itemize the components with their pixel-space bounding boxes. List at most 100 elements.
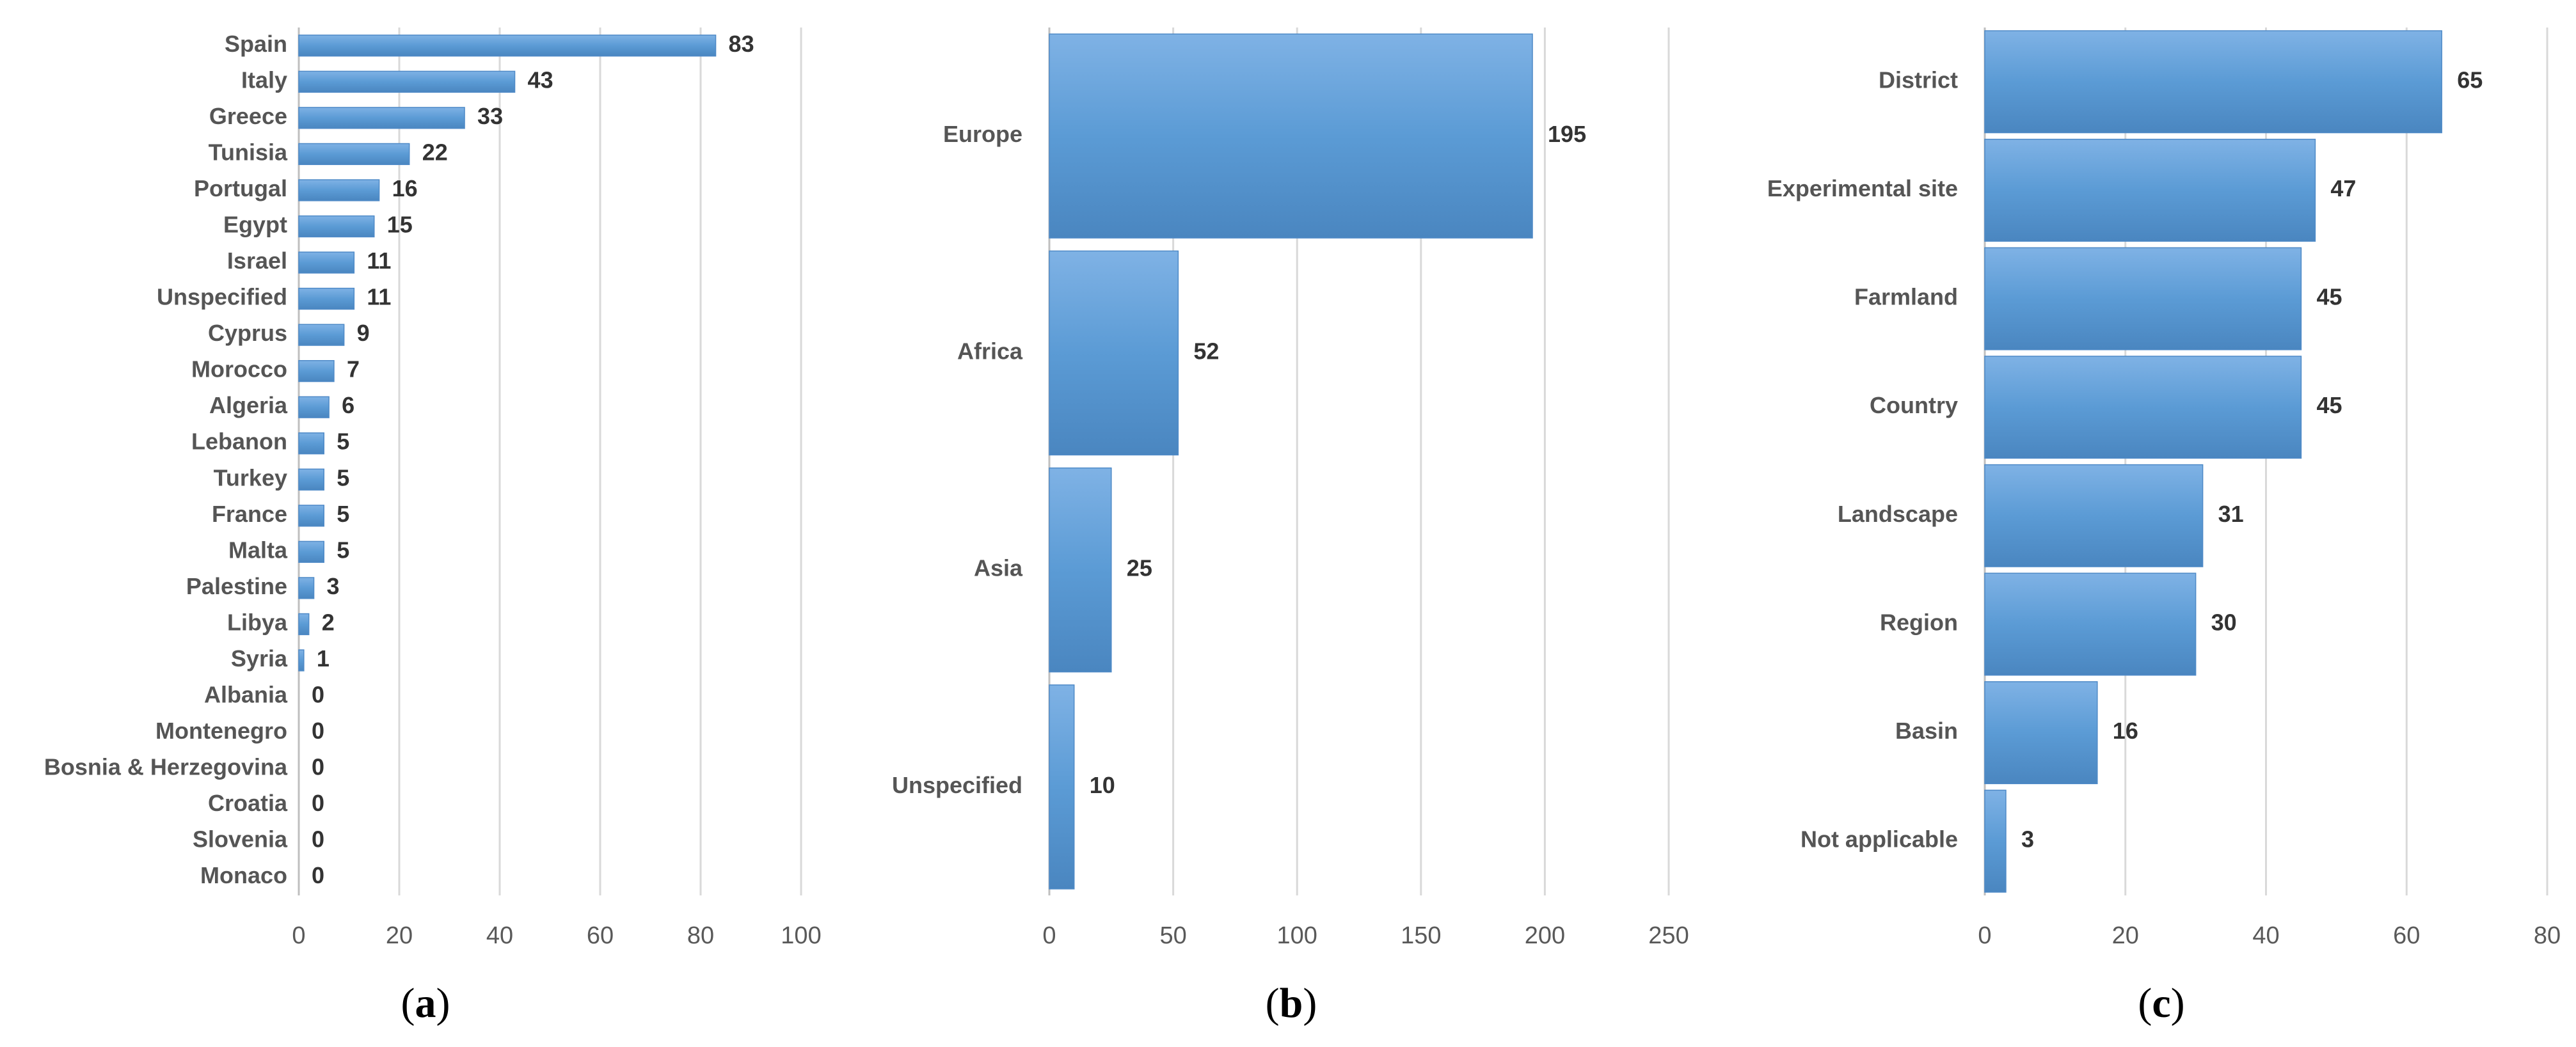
category-label-b-0: Europe [943,121,1022,147]
data-label-a-22: 0 [312,826,324,853]
data-label-a-1: 43 [528,67,553,93]
data-label-b-1: 52 [1193,338,1219,364]
data-label-c-7: 3 [2021,826,2034,853]
category-label-c-6: Basin [1895,718,1958,744]
data-label-a-20: 0 [312,754,324,780]
bar-a-4 [298,179,380,201]
category-label-a-3: Tunisia [209,139,288,165]
category-label-a-23: Monaco [200,862,287,888]
bar-a-9 [298,359,335,382]
category-label-a-20: Bosnia & Herzegovina [44,754,288,780]
category-label-c-1: Experimental site [1767,175,1958,201]
data-label-c-0: 65 [2457,67,2483,93]
category-label-a-21: Croatia [208,790,288,816]
bar-a-3 [298,143,410,166]
category-label-a-22: Slovenia [193,826,288,853]
data-label-c-6: 16 [2113,718,2138,744]
bar-c-6 [1984,681,2098,785]
x-tick-label-c-60: 60 [2393,922,2420,949]
data-label-c-3: 45 [2316,392,2342,418]
category-label-a-0: Spain [225,31,287,57]
category-label-a-14: Malta [228,537,288,563]
data-label-a-5: 15 [387,211,413,237]
category-label-c-3: Country [1870,392,1958,418]
category-label-c-7: Not applicable [1801,826,1958,853]
x-tick-label-b-250: 250 [1648,922,1689,949]
category-label-b-1: Africa [957,338,1023,364]
x-tick-label-b-0: 0 [1042,922,1056,949]
bar-b-0 [1049,33,1533,239]
bar-c-1 [1984,138,2316,242]
category-label-a-12: Turkey [214,464,287,491]
category-label-a-5: Egypt [223,211,287,237]
panel-label-b: (b) [1266,980,1317,1027]
x-tick-label-b-100: 100 [1276,922,1317,949]
category-label-a-19: Montenegro [155,718,287,744]
data-label-a-14: 5 [337,537,349,563]
data-label-c-5: 30 [2211,609,2237,635]
bar-b-3 [1049,684,1075,890]
category-label-a-17: Syria [231,645,288,672]
bar-a-1 [298,70,516,93]
data-label-a-11: 5 [337,429,349,455]
category-label-a-18: Albania [204,682,288,708]
category-label-c-5: Region [1880,609,1958,635]
bar-a-12 [298,468,324,491]
x-tick-label-a-80: 80 [687,922,714,949]
category-label-a-11: Lebanon [191,429,287,455]
category-label-a-2: Greece [209,103,287,129]
data-label-a-0: 83 [729,31,754,57]
data-label-c-4: 31 [2218,501,2244,527]
data-label-a-7: 11 [367,284,391,310]
category-label-a-13: France [212,501,287,527]
category-label-a-7: Unspecified [157,284,287,310]
category-label-b-3: Unspecified [892,772,1022,798]
x-tick-label-a-60: 60 [587,922,614,949]
bar-b-1 [1049,250,1179,456]
data-label-a-17: 1 [317,645,330,672]
category-label-a-4: Portugal [194,175,287,201]
category-label-c-0: District [1879,67,1958,93]
data-label-c-2: 45 [2316,284,2342,310]
bar-a-17 [298,649,305,672]
bar-a-2 [298,107,465,129]
bar-c-7 [1984,789,2007,893]
x-tick-label-c-0: 0 [1978,922,1991,949]
x-tick-label-b-150: 150 [1401,922,1441,949]
x-tick-label-b-50: 50 [1159,922,1186,949]
data-label-b-3: 10 [1090,772,1115,798]
bar-a-13 [298,505,324,527]
category-label-b-2: Asia [974,555,1023,581]
panel-label-a: (a) [401,980,450,1027]
bar-a-5 [298,215,375,238]
data-label-a-19: 0 [312,718,324,744]
x-tick-label-a-40: 40 [486,922,513,949]
data-label-c-1: 47 [2330,175,2356,201]
bar-b-2 [1049,467,1112,673]
data-label-a-12: 5 [337,464,349,491]
bar-c-2 [1984,247,2302,350]
data-label-a-16: 2 [322,609,335,635]
bar-a-15 [298,577,315,599]
x-tick-label-a-100: 100 [781,922,821,949]
bar-a-6 [298,251,355,274]
bar-a-10 [298,396,330,418]
bar-a-7 [298,287,355,310]
chart-panel-b: 0 50 100 150 200 250 Europe 195 Africa 52 Asia 25 Un… [892,28,1689,1027]
bar-c-5 [1984,572,2197,676]
category-label-a-15: Palestine [186,573,287,599]
data-label-a-6: 11 [367,248,391,274]
data-label-b-2: 25 [1127,555,1152,581]
chart-panel-c: 0 20 40 60 80 District 65 Experimental site 47 Fa… [1767,28,2561,1027]
category-label-a-6: Israel [227,248,287,274]
bar-a-16 [298,613,310,636]
data-label-a-21: 0 [312,790,324,816]
data-label-a-10: 6 [342,392,354,418]
bar-c-0 [1984,30,2442,134]
bar-a-8 [298,324,345,346]
data-label-a-3: 22 [422,139,448,165]
category-label-a-16: Libya [227,609,288,635]
data-label-a-18: 0 [312,682,324,708]
